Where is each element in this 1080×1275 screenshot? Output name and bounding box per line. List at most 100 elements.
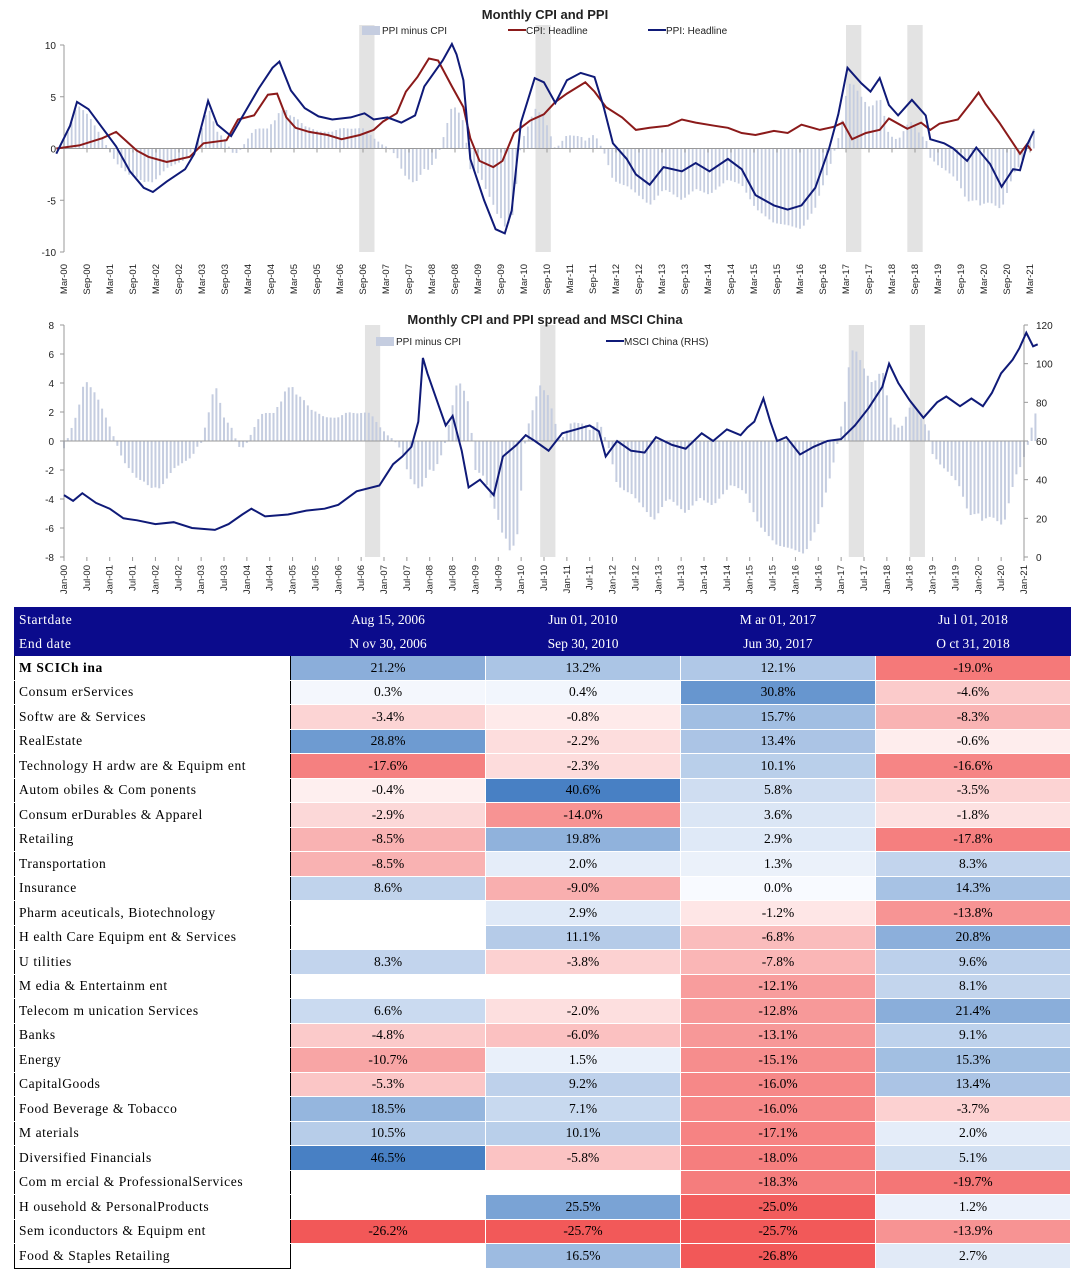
sector-return-cell: -2.2% [485, 728, 681, 754]
spread-bar [165, 441, 168, 479]
x-tick-label: Sep-17 [864, 264, 875, 295]
spread-bar [280, 401, 283, 441]
x-tick-label: Sep-03 [220, 264, 231, 295]
spread-bar [131, 441, 134, 473]
spread-bar [546, 125, 548, 149]
x-tick-label: Jul-06 [356, 565, 367, 591]
spread-bar [289, 115, 292, 149]
sector-return-cell: 1.2% [875, 1194, 1071, 1220]
spread-bar [143, 441, 145, 482]
spread-bar [303, 400, 305, 441]
x-tick-label: Jul-19 [950, 565, 961, 591]
sector-return-cell: 13.4% [680, 728, 876, 754]
spread-bar [523, 441, 526, 444]
x-tick-label: Jul-05 [310, 565, 321, 591]
spread-bar [1019, 441, 1022, 468]
spread-bar [296, 119, 299, 149]
spread-bar [386, 435, 389, 441]
x-tick-label: Mar-00 [59, 264, 70, 294]
column-start-date: M ar 01, 2017 [680, 607, 876, 632]
spread-bar [894, 138, 897, 149]
spread-bar [272, 412, 275, 441]
sector-return-cell: -25.7% [485, 1218, 681, 1244]
sector-return-cell [485, 973, 681, 999]
spread-bar [772, 148, 775, 223]
sector-return-cell: -19.7% [875, 1169, 1071, 1195]
spread-bar [611, 148, 614, 178]
x-tick-label: Jan-06 [333, 565, 344, 594]
spread-bar [863, 368, 865, 441]
table-row: H ealth Care Equipm ent & Services 11.1% -… [14, 924, 1071, 950]
spread-bar [611, 441, 614, 465]
x-tick-label: Sep-19 [956, 264, 967, 295]
spread-bar [337, 417, 340, 441]
table-row: Pharm aceuticals, Biotechnology 2.9% -1.2%… [14, 900, 1071, 926]
spread-bar [833, 148, 836, 151]
spread-bar [150, 441, 153, 488]
spread-bar [550, 408, 553, 441]
spread-bar [516, 441, 519, 535]
spread-bar [308, 127, 311, 149]
spread-bar [542, 115, 545, 149]
x-tick-label: Sep-10 [542, 264, 553, 295]
spread-bar [501, 441, 504, 533]
spread-bar [402, 441, 405, 455]
sector-label: Insurance [14, 875, 291, 901]
spread-bar [935, 441, 938, 460]
spread-bar [977, 441, 980, 514]
spread-bar [588, 137, 591, 149]
spread-bar [699, 148, 702, 191]
spread-bar [576, 136, 579, 149]
spread-bar [230, 427, 233, 441]
spread-bar [768, 148, 771, 220]
spread-bar [748, 441, 751, 503]
spread-bar [543, 390, 545, 441]
sector-label: Pharm aceuticals, Biotechnology [14, 900, 291, 926]
sector-return-cell: 21.4% [875, 998, 1071, 1024]
spread-bar [365, 130, 368, 149]
x-tick-label: Jan-03 [196, 565, 207, 594]
spread-bar [687, 441, 690, 510]
spread-bar [776, 148, 778, 224]
spread-bar [695, 441, 698, 502]
spread-bar [226, 422, 229, 441]
spread-bar [837, 138, 840, 149]
sector-return-cell: 13.2% [485, 655, 681, 681]
x-tick-label: Mar-07 [381, 264, 392, 294]
spread-bar [192, 441, 195, 454]
spread-bar [189, 148, 192, 153]
spread-bar [960, 148, 962, 189]
spread-bar [158, 148, 161, 176]
spread-bar [239, 148, 242, 150]
spread-bar [257, 419, 260, 441]
spread-bar [813, 441, 816, 533]
sector-return-cell: -15.1% [680, 1047, 876, 1073]
spread-bar [101, 408, 104, 441]
spread-bar [463, 390, 465, 441]
spread-bar [383, 431, 385, 441]
spread-bar [901, 425, 904, 441]
spread-bar [207, 412, 210, 441]
sector-label: Food & Staples Retailing [14, 1243, 291, 1269]
spread-bar [703, 441, 705, 501]
spread-bar [523, 135, 525, 149]
spread-bar [1030, 427, 1033, 441]
sector-return-cell: -8.3% [875, 704, 1071, 730]
spread-bar [200, 441, 203, 443]
spread-bar [1026, 441, 1029, 445]
spread-bar [626, 441, 629, 493]
spread-bar [348, 412, 351, 441]
spread-bar [146, 441, 149, 486]
spread-bar [293, 116, 295, 149]
spread-bar [112, 436, 115, 441]
spread-bar [878, 373, 881, 441]
spread-bar [760, 148, 763, 214]
spread-bar [561, 140, 564, 149]
x-tick-label: Mar-10 [519, 264, 530, 294]
sector-return-cell: -16.0% [680, 1071, 876, 1097]
spread-bar [466, 401, 469, 441]
sector-return-cell: -14.0% [485, 802, 681, 828]
sector-return-cell: -3.8% [485, 949, 681, 975]
x-tick-label: Jul-02 [173, 565, 184, 591]
spread-bar [358, 128, 361, 149]
